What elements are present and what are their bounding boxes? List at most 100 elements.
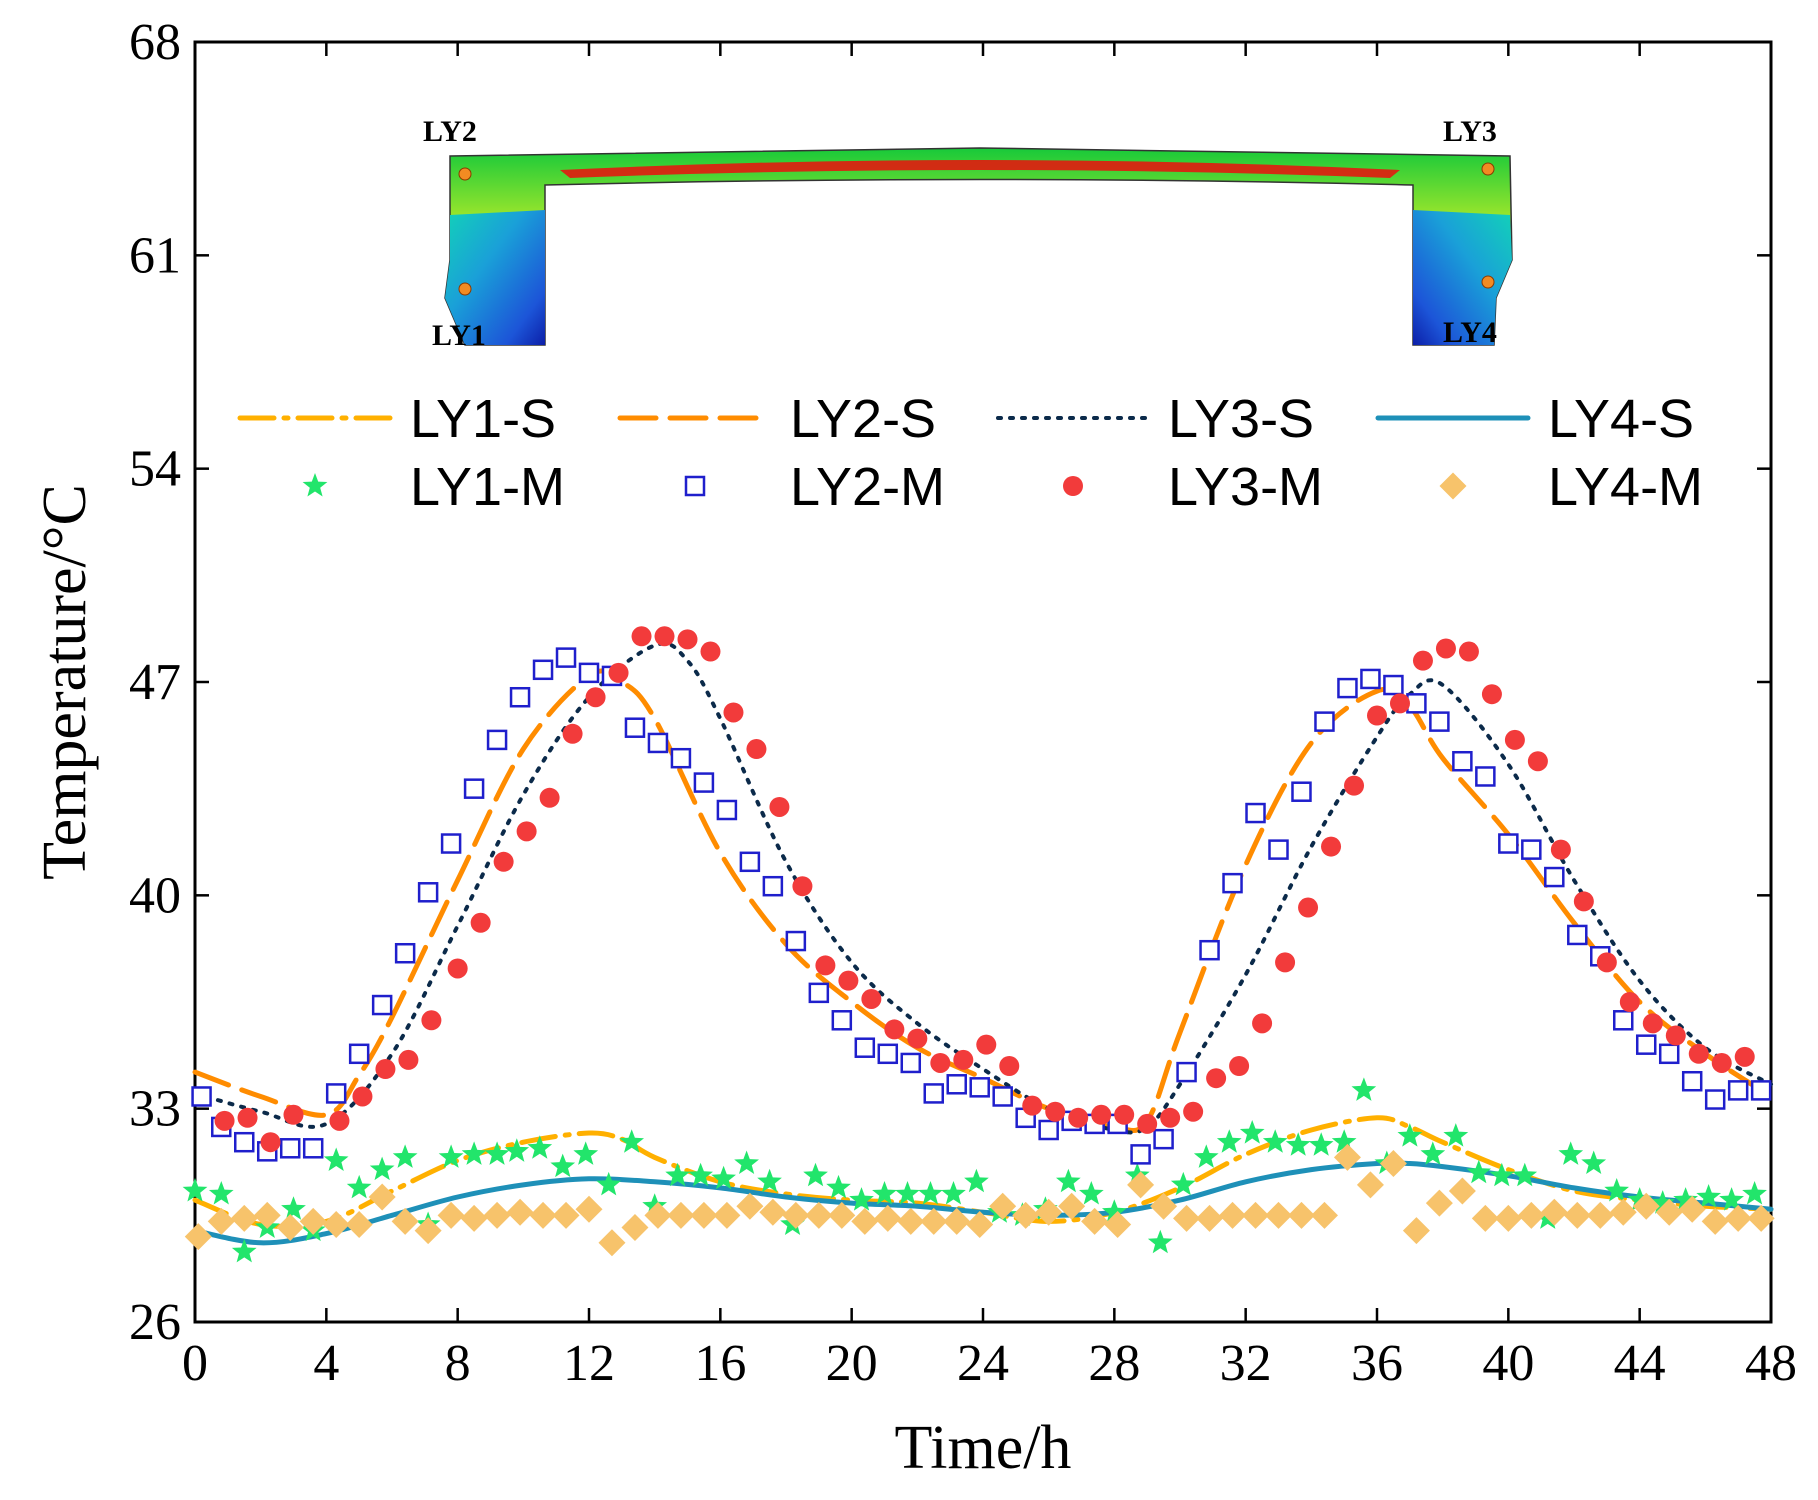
point-ly4-m (1196, 1204, 1224, 1232)
point-ly3-m (723, 702, 744, 723)
point-ly2-m (1521, 839, 1542, 860)
point-ly2-m (1222, 872, 1243, 894)
point-ly4-m (1310, 1201, 1338, 1229)
point-ly1-m (757, 1168, 782, 1193)
point-ly4-m (414, 1217, 442, 1245)
point-ly1-m (826, 1174, 851, 1199)
legend-label-ly3-s: LY3-S (1168, 389, 1314, 449)
point-ly2-m (1635, 1034, 1657, 1055)
point-ly4-m (1471, 1204, 1499, 1232)
point-ly1-m (461, 1141, 487, 1165)
point-ly1-m (369, 1156, 395, 1181)
point-ly1-m (688, 1162, 713, 1187)
point-ly4-m (1494, 1204, 1522, 1232)
point-ly4-m (736, 1192, 764, 1220)
point-ly4-m (345, 1210, 373, 1238)
legend-swatch-ly4-m (1439, 472, 1467, 500)
point-ly1-m (941, 1181, 966, 1205)
point-ly3-m (631, 626, 652, 647)
point-ly4-m (207, 1207, 235, 1235)
point-ly4-m (575, 1195, 603, 1223)
point-ly2-m (1245, 802, 1266, 824)
point-ly1-m (1056, 1168, 1081, 1193)
point-ly3-m (746, 739, 767, 760)
x-tick-label: 24 (957, 1335, 1009, 1392)
point-ly1-m (1216, 1129, 1242, 1153)
x-tick-label: 48 (1745, 1335, 1797, 1392)
point-ly4-m (506, 1198, 534, 1226)
point-ly2-m (371, 994, 393, 1016)
point-ly3-m (352, 1086, 373, 1107)
point-ly1-m (527, 1135, 553, 1159)
point-ly4-m (1219, 1201, 1247, 1229)
point-ly4-m (1517, 1201, 1545, 1229)
point-ly2-m (1613, 1010, 1634, 1031)
point-ly4-m (1012, 1201, 1040, 1229)
point-ly2-m (509, 686, 531, 708)
point-ly4-m (1655, 1198, 1683, 1226)
point-ly1-m (323, 1147, 349, 1171)
x-tick-label: 4 (313, 1335, 339, 1392)
x-tick-label: 44 (1614, 1335, 1666, 1392)
point-ly2-m (1429, 711, 1450, 732)
point-ly2-m (877, 1043, 899, 1065)
series-line-ly2-s (192, 668, 1774, 1134)
point-ly3-m (516, 821, 537, 842)
point-ly4-m (1035, 1198, 1063, 1226)
legend-item-ly3-m: LY3-M (1063, 457, 1323, 517)
point-ly4-m (1356, 1171, 1384, 1199)
point-ly1-m (665, 1162, 690, 1187)
section-contour-inset: LY2 LY1 LY3 LY4 (423, 115, 1513, 352)
ly1-sensor-dot (458, 282, 472, 296)
point-ly2-m (1750, 1080, 1772, 1101)
point-ly2-m (1383, 674, 1404, 696)
legend-label-ly1-s: LY1-S (410, 389, 556, 449)
point-ly3-m (1022, 1095, 1043, 1116)
y-tick-label: 68 (129, 14, 181, 71)
legend-swatch-ly3-m (1063, 476, 1083, 496)
point-ly2-m (992, 1086, 1013, 1107)
point-ly3-m (260, 1132, 281, 1153)
point-ly4-m (621, 1214, 649, 1242)
right-web-contour (1413, 210, 1512, 345)
point-ly1-m (1604, 1178, 1629, 1202)
point-ly3-m (1412, 650, 1433, 671)
legend-label-ly4-s: LY4-S (1548, 389, 1694, 449)
y-tick-label: 40 (129, 867, 181, 924)
point-ly4-m (1242, 1201, 1270, 1229)
point-ly3-m (1734, 1046, 1755, 1067)
plot-frame (193, 40, 1773, 1324)
point-ly3-m (677, 629, 698, 650)
point-ly1-m (1079, 1181, 1104, 1205)
point-ly3-m (654, 626, 675, 647)
point-ly4-m (1609, 1198, 1637, 1226)
legend-item-ly4-m: LY4-M (1439, 457, 1703, 517)
point-ly1-m (573, 1141, 599, 1165)
point-ly1-m (895, 1181, 920, 1205)
ly4-sensor-dot (1481, 275, 1495, 289)
point-ly4-m (1104, 1210, 1132, 1238)
point-ly3-m (1504, 729, 1525, 750)
point-ly2-m (647, 732, 669, 754)
point-ly2-m (348, 1043, 370, 1065)
point-ly1-m (1147, 1229, 1173, 1254)
legend-label-ly1-m: LY1-M (410, 457, 565, 517)
point-ly2-m (1704, 1089, 1726, 1110)
point-ly4-m (1127, 1171, 1155, 1199)
point-ly1-m (1351, 1077, 1377, 1101)
x-tick-label: 36 (1351, 1335, 1403, 1392)
point-ly4-m (1287, 1201, 1315, 1229)
point-ly1-m (504, 1138, 530, 1162)
x-tick-label: 12 (563, 1335, 615, 1392)
point-ly2-m (1314, 711, 1335, 732)
point-ly1-m (1331, 1129, 1357, 1153)
point-ly4-m (667, 1201, 695, 1229)
point-ly3-m (1458, 641, 1479, 662)
point-ly2-m (808, 982, 830, 1004)
point-ly1-m (182, 1178, 208, 1202)
x-tick-label: 20 (826, 1335, 878, 1392)
point-ly4-m (391, 1207, 419, 1235)
point-ly4-m (805, 1201, 833, 1229)
point-ly4-m (897, 1207, 925, 1235)
